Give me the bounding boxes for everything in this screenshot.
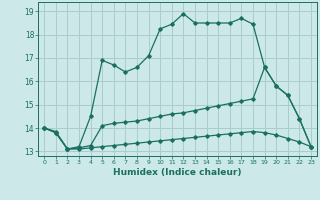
X-axis label: Humidex (Indice chaleur): Humidex (Indice chaleur) [113,168,242,177]
